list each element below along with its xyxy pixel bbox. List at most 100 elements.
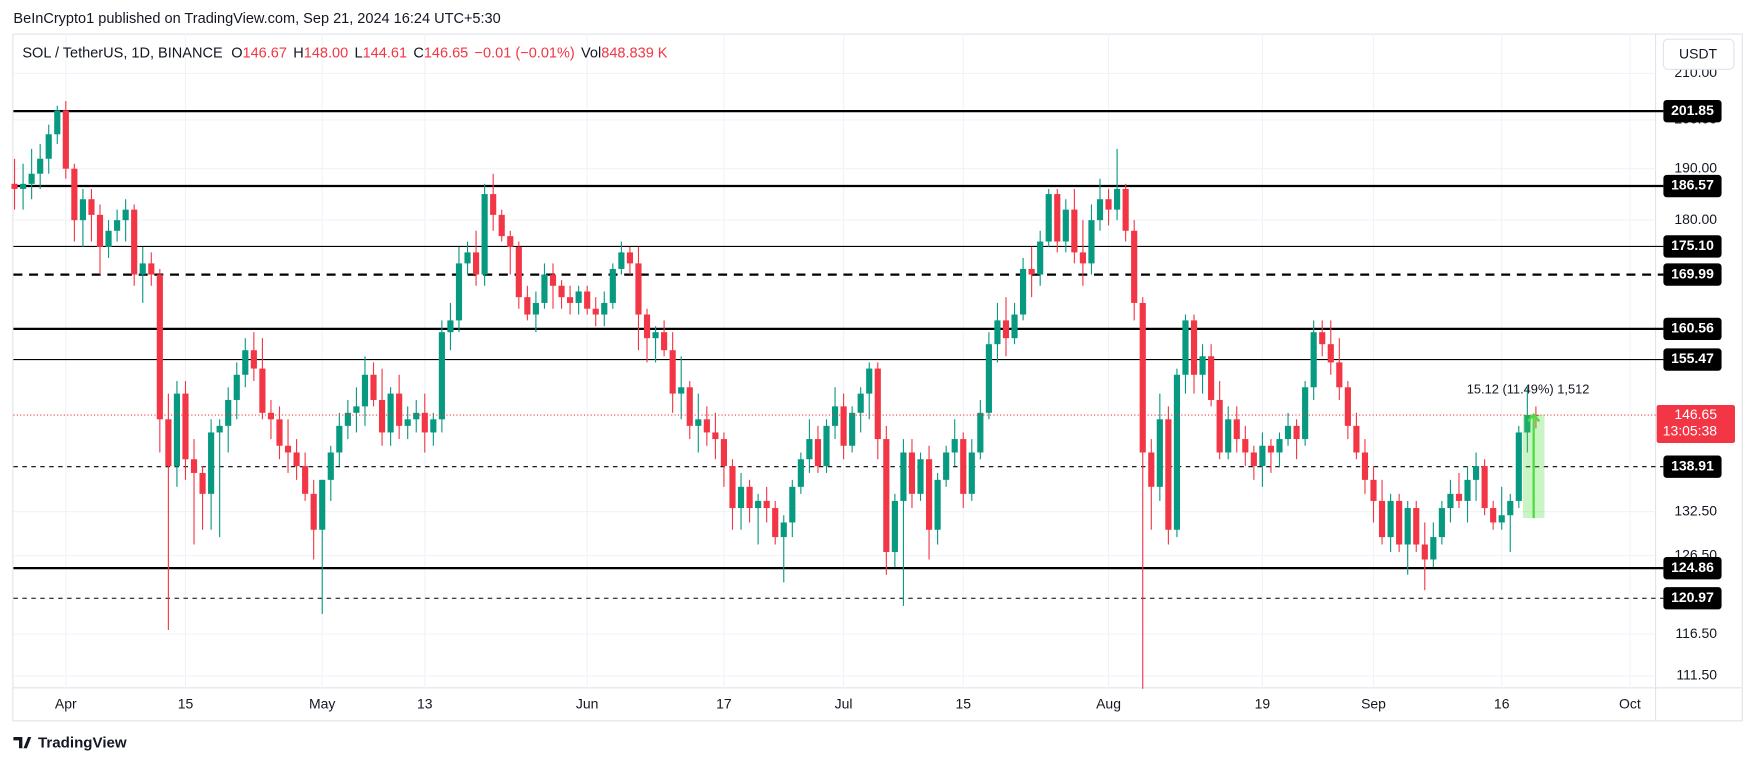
candle-body: [678, 387, 685, 394]
candle-body: [1131, 230, 1138, 303]
level-label: 201.85: [1671, 102, 1714, 118]
candle-body: [874, 368, 881, 440]
candle-body: [643, 314, 651, 339]
candle-body: [712, 432, 719, 440]
candle-body: [1404, 508, 1411, 545]
y-tick-label: 111.50: [1676, 666, 1717, 682]
candle-body: [849, 412, 856, 446]
candle-body: [1302, 387, 1309, 440]
candle-body: [943, 452, 950, 480]
x-tick-label: 19: [1255, 695, 1271, 711]
candle-body: [327, 452, 334, 480]
candle-body: [806, 439, 813, 460]
candle-body: [498, 214, 505, 237]
candle-body: [891, 500, 898, 552]
last-price-box: [1656, 405, 1735, 444]
level-label-box: [1663, 263, 1722, 286]
candle-body: [541, 274, 548, 303]
candle-body: [276, 419, 283, 446]
candle-body: [789, 486, 796, 523]
candle-body: [20, 183, 27, 189]
x-tick-label: 15: [178, 695, 194, 711]
level-label: 186.57: [1671, 177, 1714, 193]
candle-body: [1054, 194, 1061, 242]
candle-body: [609, 268, 616, 303]
candles: [11, 101, 1539, 689]
candle-body: [515, 246, 522, 298]
candle-body: [1139, 302, 1146, 453]
candle-body: [1020, 268, 1027, 315]
candle-body: [1353, 425, 1360, 453]
x-tick-label: Jul: [835, 695, 853, 711]
tradingview-logo: TradingView: [13, 735, 127, 752]
candle-body: [831, 406, 839, 426]
candle-body: [524, 297, 531, 315]
x-tick-label: 13: [417, 695, 433, 711]
logo-icon: [13, 737, 32, 749]
candle-body: [438, 332, 445, 420]
candle-body: [1310, 332, 1317, 388]
candle-body: [1438, 508, 1445, 538]
candle-body: [823, 425, 830, 467]
candle-body: [190, 459, 198, 473]
currency-button[interactable]: [1662, 38, 1735, 70]
candle-body: [353, 406, 360, 413]
candle-body: [549, 274, 557, 286]
candle-body: [1455, 493, 1463, 501]
last-price-label: 146.65: [1674, 406, 1717, 422]
legend-key: O: [231, 46, 242, 62]
candle-body: [156, 274, 163, 420]
candle-body: [455, 263, 463, 321]
legend-key: L: [354, 46, 362, 62]
candle-body: [1387, 500, 1394, 538]
footer-brand: TradingView: [38, 735, 127, 752]
candle-body: [88, 199, 95, 215]
x-tick-label: 15: [955, 695, 971, 711]
candle-body: [45, 134, 52, 159]
candle-body: [746, 486, 753, 509]
candle-body: [925, 459, 933, 530]
candle-body: [396, 393, 403, 426]
candle-body: [173, 393, 181, 467]
level-label: 120.97: [1671, 589, 1714, 605]
candle-body: [780, 522, 787, 538]
candle-body: [1430, 537, 1437, 560]
candle-body: [1156, 419, 1163, 487]
x-tick-label: Jun: [576, 695, 599, 711]
candle-body: [105, 230, 112, 247]
candle-body: [114, 220, 121, 231]
candle-body: [1062, 209, 1069, 242]
candle-body: [310, 493, 317, 530]
level-label-box: [1663, 235, 1722, 258]
candle-body: [1515, 432, 1522, 501]
x-tick-label: 17: [716, 695, 732, 711]
level-label: 169.99: [1671, 265, 1714, 281]
candle-body: [985, 344, 992, 413]
candle-body: [994, 320, 1001, 345]
candle-body: [1105, 199, 1112, 210]
candle-body: [1096, 199, 1104, 221]
candle-body: [1173, 374, 1181, 530]
candle-body: [1242, 439, 1249, 453]
level-label-box: [1663, 556, 1722, 580]
candle-body: [447, 320, 454, 333]
candle-body: [1190, 320, 1198, 375]
candle-body: [421, 412, 428, 433]
candle-body: [319, 479, 326, 530]
candle-body: [404, 419, 411, 426]
candle-body: [755, 500, 762, 509]
candle-body: [840, 406, 847, 446]
candle-body: [720, 439, 728, 467]
candle-body: [302, 466, 309, 494]
candle-body: [626, 252, 633, 264]
candle-body: [934, 479, 941, 530]
candle-body: [1199, 356, 1206, 375]
x-tick-label: Apr: [55, 695, 77, 711]
candle-body: [1028, 268, 1035, 275]
candle-body: [1507, 500, 1514, 516]
candle-body: [1045, 194, 1052, 242]
candle-body: [464, 252, 471, 264]
currency-label[interactable]: USDT: [1679, 45, 1717, 61]
